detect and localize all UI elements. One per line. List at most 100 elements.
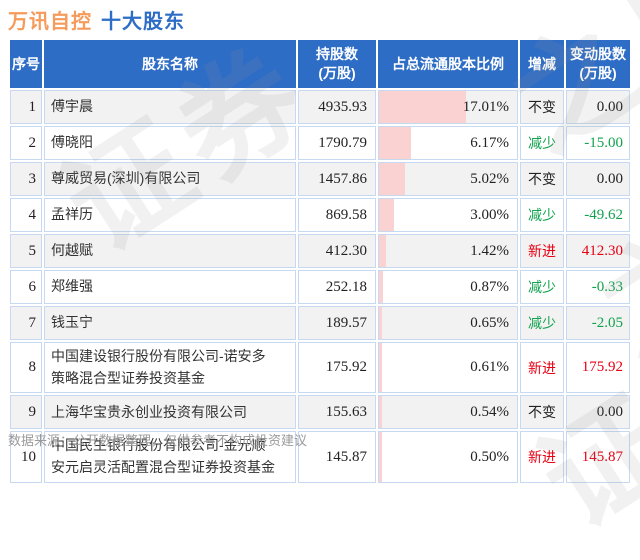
header-percent: 占总流通股本比例: [378, 40, 518, 88]
percent-bar: [379, 432, 382, 482]
header-no: 序号: [10, 40, 42, 88]
cell-change: 减少: [520, 306, 564, 340]
cell-percent: 0.61%: [378, 342, 518, 394]
table-row: 4 孟祥历 869.58 3.00% 减少 -49.62: [10, 198, 630, 232]
percent-bar: [379, 163, 405, 195]
table-row: 2 傅晓阳 1790.79 6.17% 减少 -15.00: [10, 126, 630, 160]
header-delta: 变动股数 (万股): [566, 40, 630, 88]
percent-bar: [379, 199, 395, 231]
cell-delta: -49.62: [566, 198, 630, 232]
cell-name: 钱玉宁: [44, 306, 296, 340]
cell-percent: 3.00%: [378, 198, 518, 232]
cell-no: 1: [10, 90, 42, 124]
cell-delta: 0.00: [566, 162, 630, 196]
cell-shares: 1790.79: [298, 126, 376, 160]
cell-name: 傅宇晨: [44, 90, 296, 124]
table-row: 9 上海华宝贵永创业投资有限公司 155.63 0.54% 不变 0.00: [10, 395, 630, 430]
cell-delta: 0.00: [566, 395, 630, 430]
cell-shares: 145.87: [298, 431, 376, 483]
percent-value: 0.61%: [470, 359, 509, 376]
cell-name: 何越赋: [44, 234, 296, 268]
header-name: 股东名称: [44, 40, 296, 88]
cell-percent: 17.01%: [378, 90, 518, 124]
cell-percent: 0.50%: [378, 431, 518, 483]
cell-no: 8: [10, 342, 42, 394]
cell-change: 不变: [520, 395, 564, 430]
cell-name: 尊威贸易(深圳)有限公司: [44, 162, 296, 196]
holders-table: 序号 股东名称 持股数 (万股) 占总流通股本比例 增减 变动股数 (万股) 1 傅宇晨 …: [8, 38, 632, 485]
cell-change: 减少: [520, 198, 564, 232]
cell-percent: 1.42%: [378, 234, 518, 268]
page-subtitle: 十大股东: [101, 11, 185, 33]
cell-delta: -15.00: [566, 126, 630, 160]
table-row: 3 尊威贸易(深圳)有限公司 1457.86 5.02% 不变 0.00: [10, 162, 630, 196]
cell-delta: 145.87: [566, 431, 630, 483]
cell-no: 7: [10, 306, 42, 340]
percent-bar: [379, 271, 384, 303]
cell-shares: 1457.86: [298, 162, 376, 196]
cell-delta: 0.00: [566, 90, 630, 124]
cell-change: 减少: [520, 270, 564, 304]
percent-bar: [379, 396, 382, 429]
cell-percent: 0.65%: [378, 306, 518, 340]
cell-change: 新进: [520, 234, 564, 268]
cell-shares: 869.58: [298, 198, 376, 232]
percent-bar: [379, 235, 387, 267]
percent-value: 1.42%: [470, 242, 509, 259]
cell-delta: -0.33: [566, 270, 630, 304]
cell-delta: 412.30: [566, 234, 630, 268]
percent-value: 6.17%: [470, 134, 509, 151]
stock-name: 万讯自控: [8, 11, 92, 33]
percent-bar: [379, 91, 466, 123]
cell-change: 新进: [520, 431, 564, 483]
cell-shares: 175.92: [298, 342, 376, 394]
table-row: 1 傅宇晨 4935.93 17.01% 不变 0.00: [10, 90, 630, 124]
table-row: 8 中国建设银行股份有限公司-诺安多策略混合型证券投资基金 175.92 0.6…: [10, 342, 630, 394]
cell-change: 新进: [520, 342, 564, 394]
cell-change: 减少: [520, 126, 564, 160]
cell-shares: 4935.93: [298, 90, 376, 124]
source-note: 数据来源：公开数据整理，仅供参考不构成投资建议: [8, 433, 308, 448]
cell-change: 不变: [520, 90, 564, 124]
table-row: 5 何越赋 412.30 1.42% 新进 412.30: [10, 234, 630, 268]
header-shares: 持股数 (万股): [298, 40, 376, 88]
cell-name: 中国建设银行股份有限公司-诺安多策略混合型证券投资基金: [44, 342, 296, 394]
percent-value: 17.01%: [462, 98, 509, 115]
percent-value: 5.02%: [470, 170, 509, 187]
percent-value: 3.00%: [470, 206, 509, 223]
percent-bar: [379, 343, 383, 393]
cell-percent: 0.87%: [378, 270, 518, 304]
cell-no: 5: [10, 234, 42, 268]
header-change: 增减: [520, 40, 564, 88]
holders-table-body: 1 傅宇晨 4935.93 17.01% 不变 0.00 2 傅晓阳 1790.…: [10, 90, 630, 483]
cell-percent: 5.02%: [378, 162, 518, 196]
percent-value: 0.50%: [470, 448, 509, 465]
cell-no: 4: [10, 198, 42, 232]
cell-delta: 175.92: [566, 342, 630, 394]
cell-shares: 412.30: [298, 234, 376, 268]
percent-value: 0.54%: [470, 403, 509, 420]
cell-no: 9: [10, 395, 42, 430]
cell-shares: 189.57: [298, 306, 376, 340]
cell-name: 傅晓阳: [44, 126, 296, 160]
percent-value: 0.65%: [470, 314, 509, 331]
percent-bar: [379, 307, 383, 339]
cell-shares: 155.63: [298, 395, 376, 430]
cell-percent: 0.54%: [378, 395, 518, 430]
cell-no: 3: [10, 162, 42, 196]
percent-bar: [379, 127, 411, 159]
page-title: 万讯自控 十大股东: [8, 5, 185, 34]
table-row: 7 钱玉宁 189.57 0.65% 减少 -2.05: [10, 306, 630, 340]
cell-delta: -2.05: [566, 306, 630, 340]
cell-name: 孟祥历: [44, 198, 296, 232]
cell-shares: 252.18: [298, 270, 376, 304]
cell-no: 2: [10, 126, 42, 160]
table-header-row: 序号 股东名称 持股数 (万股) 占总流通股本比例 增减 变动股数 (万股): [10, 40, 630, 88]
cell-name: 郑维强: [44, 270, 296, 304]
cell-no: 6: [10, 270, 42, 304]
cell-name: 上海华宝贵永创业投资有限公司: [44, 395, 296, 430]
cell-percent: 6.17%: [378, 126, 518, 160]
cell-change: 不变: [520, 162, 564, 196]
percent-value: 0.87%: [470, 278, 509, 295]
table-row: 6 郑维强 252.18 0.87% 减少 -0.33: [10, 270, 630, 304]
